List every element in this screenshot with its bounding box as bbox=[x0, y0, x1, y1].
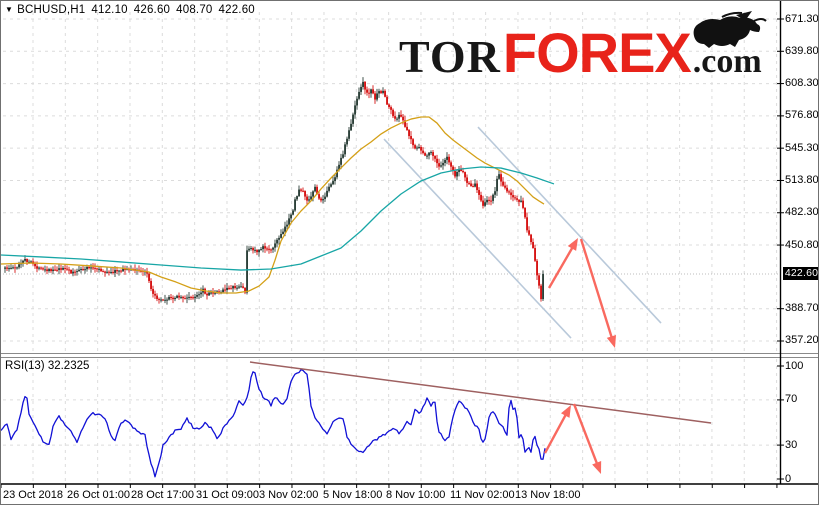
rsi-axis-label: 0 bbox=[785, 472, 792, 485]
symbol-header: ▼ BCHUSD,H1 412.10 426.60 408.70 422.60 bbox=[5, 4, 261, 16]
time-axis-label: 28 Oct 17:00 bbox=[131, 489, 194, 501]
time-axis-label: 26 Oct 01:00 bbox=[67, 489, 130, 501]
ohlc-open: 412.10 bbox=[91, 4, 128, 16]
time-axis-label: 23 Oct 2018 bbox=[3, 489, 63, 501]
rsi-axis-label: 70 bbox=[785, 393, 798, 406]
price-axis-label: 671.30 bbox=[785, 12, 819, 25]
rsi-axis[interactable] bbox=[781, 357, 818, 484]
time-axis-label: 5 Nov 18:00 bbox=[323, 489, 383, 501]
logo-text-forex: FOREX bbox=[502, 21, 692, 84]
ohlc-high: 426.60 bbox=[133, 4, 171, 16]
price-axis-label: 357.20 bbox=[785, 334, 819, 347]
current-price-tag: 422.60 bbox=[783, 267, 819, 280]
logo-text-tor: TOR bbox=[399, 31, 501, 82]
time-axis-label: 31 Oct 09:00 bbox=[196, 489, 259, 501]
logo-text-com: .com bbox=[692, 43, 762, 80]
price-axis-label: 639.80 bbox=[785, 44, 819, 57]
price-axis-label: 513.80 bbox=[785, 173, 819, 186]
price-axis-label: 576.80 bbox=[785, 109, 819, 122]
torforex-watermark: TOR FOREX .com bbox=[399, 11, 767, 84]
symbol-name: BCHUSD,H1 bbox=[17, 4, 86, 16]
ohlc-close: 422.60 bbox=[218, 4, 255, 16]
rsi-axis-label: 30 bbox=[785, 438, 798, 451]
price-axis-label: 608.30 bbox=[785, 77, 819, 90]
collapse-triangle-icon[interactable]: ▼ bbox=[5, 5, 14, 14]
rsi-axis-label: 100 bbox=[785, 359, 804, 372]
price-axis-label: 482.30 bbox=[785, 206, 819, 219]
time-axis-label: 3 Nov 02:00 bbox=[259, 489, 319, 501]
ohlc-low: 408.70 bbox=[176, 4, 213, 16]
time-axis-label: 8 Nov 10:00 bbox=[386, 489, 446, 501]
rsi-indicator-label: RSI(13) 32.2325 bbox=[5, 360, 90, 372]
price-axis-label: 388.70 bbox=[785, 302, 819, 315]
price-axis-label: 450.80 bbox=[785, 238, 819, 251]
time-axis-label: 11 Nov 02:00 bbox=[450, 489, 515, 501]
time-axis-label: 13 Nov 18:00 bbox=[515, 489, 581, 501]
price-axis-label: 545.30 bbox=[785, 141, 819, 154]
bull-logo-icon bbox=[684, 9, 768, 55]
